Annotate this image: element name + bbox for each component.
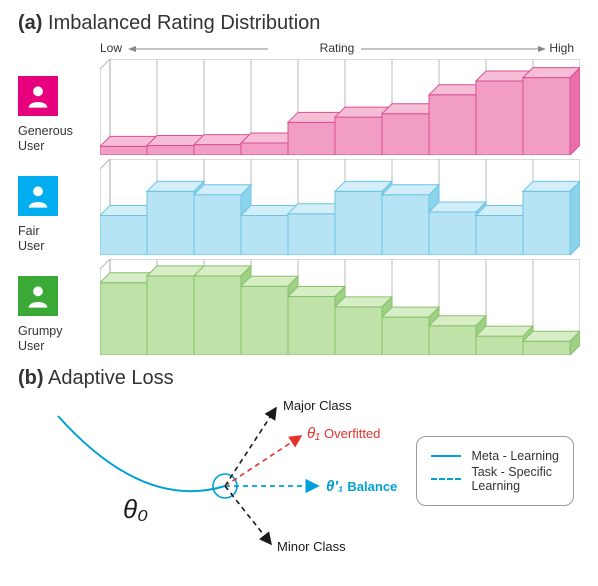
user-row-grumpy: Grumpy User [18, 259, 580, 355]
section-a-title-text: Imbalanced Rating Distribution [48, 12, 320, 34]
section-a-title: (a) Imbalanced Rating Distribution [18, 12, 580, 35]
theta1-arrow [225, 436, 301, 486]
user-left-generous: Generous User [18, 76, 100, 155]
axis-low-label: Low [100, 41, 122, 55]
bar-chart-grumpy [100, 259, 580, 355]
section-b-title-text: Adaptive Loss [48, 367, 174, 389]
legend-meta: Meta - Learning [431, 449, 559, 463]
legend-meta-label: Meta - Learning [471, 449, 559, 463]
axis-high-label: High [549, 41, 574, 55]
major-class-arrow [225, 408, 276, 486]
user-icon [18, 76, 58, 116]
user-label: Fair User [18, 224, 100, 255]
person-icon [24, 282, 52, 310]
legend-task: Task - Specific Learning [431, 465, 559, 493]
legend-box: Meta - Learning Task - Specific Learning [416, 436, 574, 506]
bar-chart-fair [100, 159, 580, 255]
user-icon [18, 276, 58, 316]
axis-arrow-right [361, 44, 546, 54]
user-row-fair: Fair User [18, 159, 580, 255]
chart-rows: Generous User Fair User Grumpy User [18, 59, 580, 355]
user-icon [18, 176, 58, 216]
axis-arrow-left [128, 44, 268, 54]
theta1-label: θ₁ Overfitted [307, 425, 380, 442]
section-a-tag: (a) [18, 12, 42, 34]
adaptive-loss-diagram: Major Class θ₁ Overfitted θ′₁ Balanced M… [18, 396, 580, 556]
person-icon [24, 182, 52, 210]
user-left-grumpy: Grumpy User [18, 276, 100, 355]
user-row-generous: Generous User [18, 59, 580, 155]
person-icon [24, 82, 52, 110]
user-label: Grumpy User [18, 324, 100, 355]
user-label: Generous User [18, 124, 100, 155]
legend-meta-line [431, 455, 461, 457]
minor-class-label: Minor Class [277, 539, 346, 554]
minor-class-arrow [225, 486, 271, 544]
legend-task-label: Task - Specific Learning [471, 465, 552, 493]
legend-task-line [431, 478, 461, 480]
meta-curve [58, 416, 225, 491]
section-b-title: (b) Adaptive Loss [18, 367, 580, 390]
axis-center-label: Rating [320, 41, 355, 55]
user-left-fair: Fair User [18, 176, 100, 255]
theta0-label: θ₀ [123, 494, 148, 524]
bar-chart-generous [100, 59, 580, 155]
theta1p-label: θ′₁ Balanced [326, 478, 398, 495]
rating-axis: Low Rating High [100, 41, 574, 59]
major-class-label: Major Class [283, 398, 352, 413]
section-b-tag: (b) [18, 367, 44, 389]
